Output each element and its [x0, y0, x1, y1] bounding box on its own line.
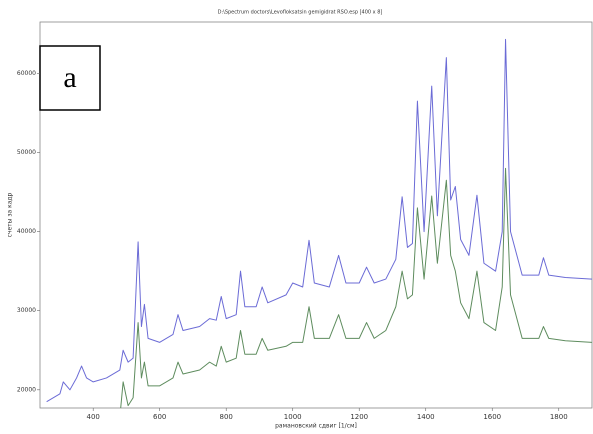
series-line — [120, 167, 592, 408]
x-tick-label: 1800 — [550, 413, 568, 421]
y-tick-label: 50000 — [17, 149, 36, 156]
series-line — [46, 38, 592, 403]
x-tick-label: 600 — [153, 413, 166, 421]
y-tick-label: 30000 — [17, 307, 36, 314]
x-tick-label: 1600 — [483, 413, 501, 421]
x-axis-label: рамановский сдвиг [1/см] — [275, 423, 357, 430]
x-tick-label: 800 — [220, 413, 233, 421]
y-tick-label: 60000 — [17, 70, 36, 77]
plot-frame — [39, 21, 593, 409]
x-tick-label: 1000 — [284, 413, 302, 421]
chart-title: D:\Spectrum doctors\Levofloksatsin gemig… — [218, 10, 383, 16]
y-tick-label: 40000 — [17, 228, 36, 235]
x-tick-label: 400 — [87, 413, 100, 421]
panel-label: a — [63, 61, 76, 94]
series-layer — [46, 38, 592, 408]
y-tick-label: 20000 — [17, 386, 36, 393]
x-tick-label: 1400 — [417, 413, 435, 421]
y-axis-label: счеты за кадр — [7, 192, 14, 237]
x-tick-label: 1200 — [350, 413, 368, 421]
panel-label-box — [39, 45, 101, 111]
